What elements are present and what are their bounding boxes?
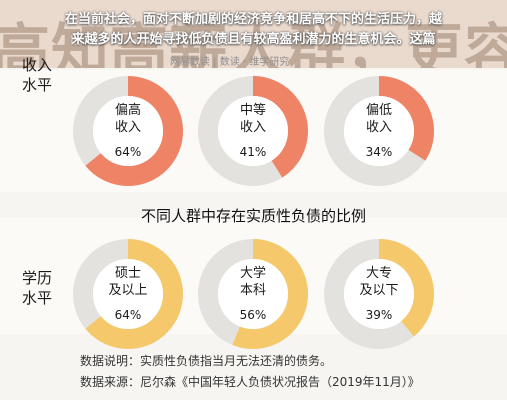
donut-label-1-1-line-0: 大学 [240,265,266,281]
donut-label-0-1-line-0: 中等 [240,102,266,118]
donut-label-0-2-line-0: 偏低 [366,103,392,118]
donut-arc-1-1 [198,239,308,349]
donut-arc-0-2 [324,76,434,186]
overlay-line-1: 在当前社会，面对不断加剧的经济竞争和居高不下的生活压力，越 [64,12,442,27]
education-row-label-line-1: 学历 [22,269,53,287]
income-row-label: 收入 水平 [22,55,52,95]
donut-value-0-1: 41% [240,145,267,159]
donut-value-1-1: 56% [240,308,267,322]
background-title: 高知高薪人群，更容易产生实质性负债 [0,17,507,68]
income-row-label-line-1: 收入 [22,56,53,74]
source-tag: 网易数读 | 数读 · 维学研究 [170,57,290,68]
education-row-label: 学历 水平 [22,268,52,308]
donut-arc-0-1 [198,76,308,186]
data-note: 数据说明：实质性负债指当月无法还清的债务。 [80,354,333,368]
donut-value-1-0: 64% [115,308,142,322]
donut-label-1-1-line-1: 本科 [240,283,266,298]
donut-value-0-2: 34% [366,145,393,159]
donut-center-1-2 [344,259,414,329]
donut-center-0-0 [93,96,163,166]
overlay-line-2: 来越多的人开始寻找低负债且有较高盈利潜力的生意机会。这篇 [71,32,436,47]
donut-center-0-1 [218,96,288,166]
donut-label-0-0-line-1: 收入 [115,120,141,135]
donut-label-1-2-line-1: 及以下 [359,283,398,298]
donut-value-0-0: 64% [115,145,142,159]
donut-arc-1-0 [73,239,183,349]
education-row-label-line-2: 水平 [22,289,53,307]
donut-label-0-1-line-1: 收入 [240,120,266,135]
donut-label-0-2-line-1: 收入 [366,120,392,135]
donut-value-1-2: 39% [366,308,393,322]
donut-arc-0-0 [73,76,183,186]
donut-center-1-0 [93,259,163,329]
overlay-caption: 在当前社会，面对不断加剧的经济竞争和居高不下的生活压力，越 来越多的人开始寻找低… [0,10,507,50]
donut-center-1-1 [218,259,288,329]
donut-label-1-0-line-1: 及以上 [108,283,147,298]
chart-title: 不同人群中存在实质性负债的比例 [140,207,366,225]
header-banner: 高知高薪人群，更容易产生实质性负债 网易数读 | 数读 · 维学研究 [0,0,507,68]
donut-label-1-2-line-0: 大专 [366,266,392,281]
donut-label-1-0-line-0: 硕士 [115,266,141,281]
income-row-label-line-2: 水平 [22,76,53,94]
donut-arc-1-2 [324,239,434,349]
donut-label-0-0-line-0: 偏高 [115,102,141,118]
data-source: 数据来源：尼尔森《中国年轻人负债状况报告（2019年11月）》 [80,375,420,389]
donut-center-0-2 [344,96,414,166]
